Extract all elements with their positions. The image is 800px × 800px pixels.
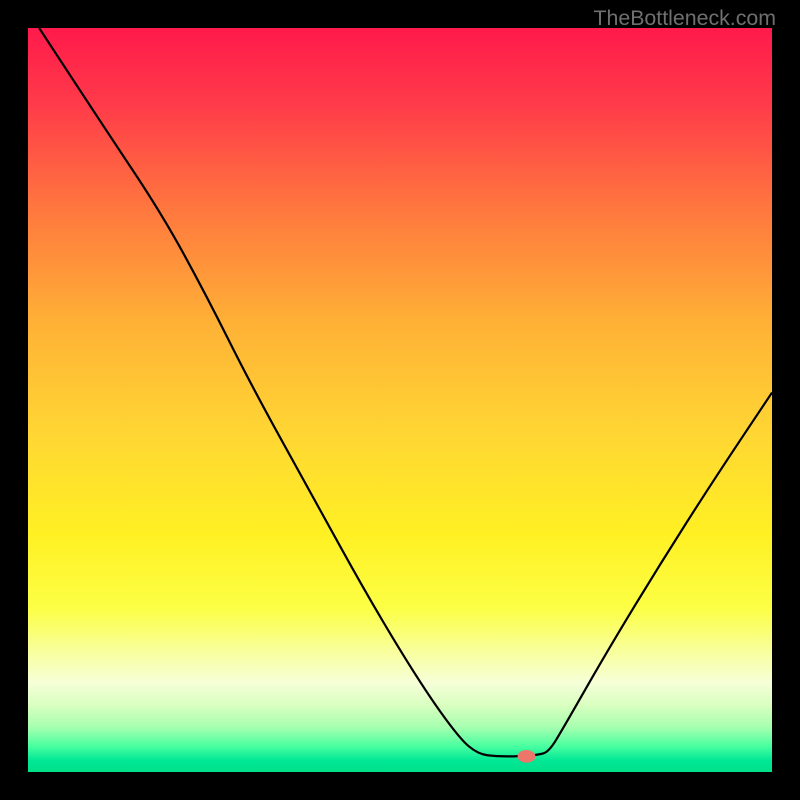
chart-svg	[28, 28, 772, 772]
chart-frame: TheBottleneck.com	[0, 0, 800, 800]
watermark-text: TheBottleneck.com	[593, 6, 776, 31]
optimal-point-marker	[518, 750, 536, 763]
bottleneck-curve	[39, 28, 772, 756]
plot-area	[28, 28, 772, 772]
